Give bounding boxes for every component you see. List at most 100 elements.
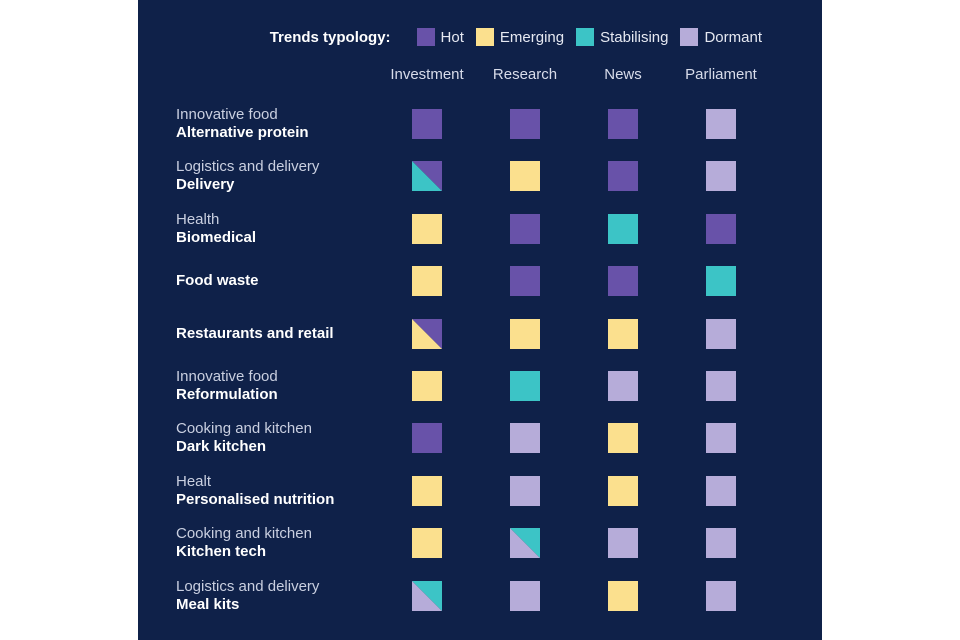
row-category: Health: [176, 210, 220, 228]
trend-cell: [608, 528, 638, 559]
cell-fill-emerging: [608, 475, 638, 506]
cell-fill-dormant: [510, 580, 540, 611]
legend-label-stabilising: Stabilising: [600, 28, 669, 46]
row-label: Innovative food Alternative protein: [176, 106, 396, 142]
legend-item-dormant: Dormant: [680, 28, 762, 46]
legend-label-emerging: Emerging: [499, 28, 565, 46]
row-name: Dark kitchen: [176, 438, 267, 456]
row-label: Healt Personalised nutrition: [176, 473, 396, 509]
trend-cell: [706, 423, 736, 454]
legend-item-emerging: Emerging: [475, 28, 565, 46]
legend: Trends typology: Hot Emerging Stabilising D…: [138, 22, 822, 52]
cell-fill-emerging: [510, 318, 540, 349]
trend-cell: [608, 580, 638, 611]
row-category: Cooking and kitchen: [176, 420, 312, 438]
trend-cell: [608, 266, 638, 297]
legend-title: Trends typology:: [269, 28, 391, 46]
legend-label-hot: Hot: [440, 28, 464, 46]
cell-fill-hot: [608, 109, 638, 139]
cell-fill-dormant: [706, 528, 736, 559]
trend-cell: [412, 528, 442, 559]
trend-cell: [706, 371, 736, 401]
trend-cell: [510, 318, 540, 349]
chart-panel: Trends typology: Hot Emerging Stabilising D…: [138, 0, 822, 640]
trend-cell: [608, 109, 638, 139]
row-category: Innovative food: [176, 368, 278, 385]
cell-fill-emerging: [412, 475, 442, 506]
row-category: Innovative food: [176, 106, 278, 123]
cell-fill-dormant: [706, 371, 736, 401]
cell-fill-stabilising: [510, 371, 540, 401]
cell-fill-dormant: [706, 475, 736, 506]
trend-cell: [412, 318, 442, 349]
cell-fill-dormant: [706, 580, 736, 611]
cell-fill-stabilising: [706, 266, 736, 297]
row-name: Delivery: [176, 176, 235, 194]
column-header-investment: Investment: [390, 66, 464, 83]
trend-cell: [706, 528, 736, 559]
row-label: Food waste: [176, 272, 396, 290]
row-category: Healt: [176, 472, 212, 490]
cell-fill-emerging: [412, 266, 442, 297]
cell-fill-emerging: [412, 371, 442, 401]
cell-fill-hot: [608, 161, 638, 192]
trend-cell: [608, 213, 638, 244]
trend-cell: [706, 266, 736, 297]
row-category: Cooking and kitchen: [176, 525, 312, 543]
trend-cell: [706, 109, 736, 139]
cell-fill-emerging: [412, 213, 442, 244]
legend-item-stabilising: Stabilising: [576, 28, 668, 46]
trend-cell: [412, 423, 442, 454]
cell-fill-dormant: [706, 109, 736, 139]
cell-fill-dormant: [510, 423, 540, 454]
cell-fill-stabilising: [608, 213, 638, 244]
column-header-news: News: [604, 66, 642, 83]
legend-swatch-stabilising: [576, 28, 595, 46]
row-category: Logistics and delivery: [176, 158, 320, 176]
trend-cell: [608, 318, 638, 349]
row-name: Restaurants and retail: [176, 324, 334, 342]
row-category: Logistics and delivery: [176, 577, 320, 595]
cell-fill-hot: [412, 423, 442, 454]
trend-cell: [412, 213, 442, 244]
trend-cell: [608, 475, 638, 506]
trend-cell: [510, 213, 540, 244]
row-label: Restaurants and retail: [176, 325, 396, 343]
cell-fill-hot: [608, 266, 638, 297]
trend-cell: [608, 161, 638, 192]
trend-cell: [510, 161, 540, 192]
cell-fill-dormant: [706, 318, 736, 349]
column-header-research: Research: [492, 66, 558, 83]
cell-fill-hot: [706, 213, 736, 244]
cell-fill-emerging: [608, 423, 638, 454]
cell-fill-hot: [412, 109, 442, 139]
row-label: Innovative food Reformulation: [176, 368, 396, 404]
column-header-parliament: Parliament: [685, 66, 757, 83]
legend-swatch-dormant: [680, 28, 699, 46]
trend-cell: [412, 266, 442, 297]
row-name: Food waste: [176, 272, 259, 290]
cell-fill-emerging: [510, 161, 540, 192]
cell-fill-dormant: [412, 580, 442, 611]
trend-cell: [510, 475, 540, 506]
row-name: Alternative protein: [176, 124, 309, 141]
row-name: Kitchen tech: [176, 543, 267, 561]
cell-fill-dormant: [706, 161, 736, 192]
trend-cell: [412, 161, 442, 192]
row-label: Cooking and kitchen Dark kitchen: [176, 420, 396, 456]
cell-fill-stabilising: [412, 161, 442, 192]
row-name: Biomedical: [176, 228, 257, 246]
row-name: Meal kits: [176, 595, 240, 613]
trend-cell: [412, 371, 442, 401]
trend-cell: [510, 580, 540, 611]
trend-cell: [608, 423, 638, 454]
trend-cell: [608, 371, 638, 401]
row-label: Cooking and kitchen Kitchen tech: [176, 525, 396, 561]
cell-fill-emerging: [412, 528, 442, 559]
trend-cell: [510, 528, 540, 559]
trend-cell: [510, 423, 540, 454]
row-label: Logistics and delivery Meal kits: [176, 578, 396, 614]
cell-fill-dormant: [510, 528, 540, 559]
cell-fill-dormant: [510, 475, 540, 506]
cell-fill-emerging: [608, 318, 638, 349]
